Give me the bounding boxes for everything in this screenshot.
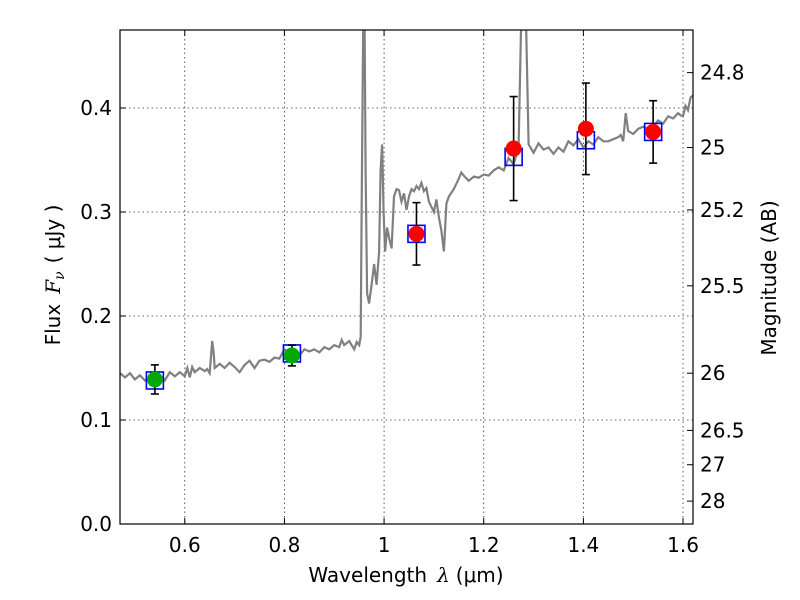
x-tick-label: 0.8: [269, 533, 301, 557]
y2-axis-label: Magnitude (AB): [757, 200, 781, 355]
y-tick-label: 0.2: [80, 304, 112, 328]
x-tick-label: 1.2: [468, 533, 500, 557]
observed-photometry-point: [645, 123, 662, 140]
y-tick-label: 0.0: [80, 512, 112, 536]
plot-frame: [119, 29, 694, 525]
photometry-marks: [145, 82, 663, 395]
y2-tick-label: 28: [700, 489, 725, 513]
observed-photometry-point: [505, 140, 522, 157]
plot-area: [120, 30, 693, 383]
observed-photometry-point: [577, 120, 594, 137]
spectrum-line: [120, 30, 693, 383]
y2-tick-label: 26: [700, 361, 725, 385]
y2-tick-label: 25: [700, 136, 725, 160]
y-tick-label: 0.1: [80, 408, 112, 432]
x-tick-label: 1.6: [667, 533, 699, 557]
y-tick-label: 0.3: [80, 200, 112, 224]
y2-tick-label: 26.5: [700, 418, 745, 442]
observed-photometry-point: [146, 371, 163, 388]
y2-tick-label: 25.5: [700, 274, 745, 298]
x-axis-label: Wavelength λ (μm): [308, 563, 503, 587]
y2-tick-label: 24.8: [700, 61, 745, 85]
axis-ticks: 0.6 0.8 1 1.2 1.4 1.6 0.0 0.1 0.2 0.3 0.4 24.8 25 25.…: [80, 30, 745, 557]
x-tick-label: 1: [378, 533, 391, 557]
observed-photometry-point: [283, 347, 300, 364]
y2-tick-label: 27: [700, 453, 725, 477]
x-tick-label: 1.4: [567, 533, 599, 557]
observed-photometry-point: [408, 225, 425, 242]
x-tick-label: 0.6: [169, 533, 201, 557]
y-tick-label: 0.4: [80, 96, 112, 120]
y-axis-label: FluxFν( μJy ): [41, 205, 68, 346]
y2-tick-label: 25.2: [700, 198, 745, 222]
